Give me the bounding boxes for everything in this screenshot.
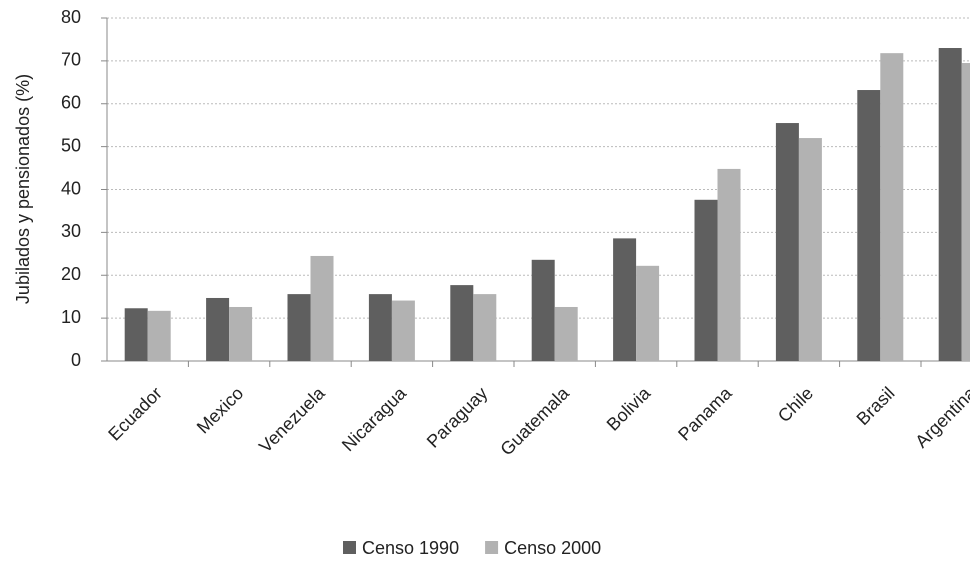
y-tick-label: 30: [61, 221, 81, 241]
bar: [531, 259, 555, 361]
legend-label: Censo 2000: [504, 538, 601, 558]
legend-swatch: [343, 541, 356, 554]
legend-swatch: [485, 541, 499, 554]
bar: [554, 306, 578, 361]
bar: [206, 297, 230, 361]
y-tick-label: 80: [61, 7, 81, 27]
x-tick-label: Venezuela: [255, 382, 329, 456]
bar: [857, 90, 881, 361]
bar: [450, 285, 474, 361]
bar: [961, 63, 970, 362]
bar: [310, 255, 334, 361]
y-tick-label: 70: [61, 50, 81, 70]
y-tick-label: 50: [61, 135, 81, 155]
bar: [473, 294, 497, 361]
legend-label: Censo 1990: [362, 538, 459, 558]
y-tick-label: 40: [61, 178, 81, 198]
bar: [613, 238, 637, 361]
y-axis-label: Jubilados y pensionados (%): [13, 74, 33, 304]
x-tick-label: Bolivia: [603, 382, 655, 434]
bar: [636, 265, 660, 361]
y-tick-label: 20: [61, 264, 81, 284]
x-tick-label: Mexico: [193, 383, 247, 437]
bar: [694, 199, 718, 361]
bar: [147, 310, 171, 361]
x-tick-label: Brasil: [853, 383, 899, 429]
y-tick-label: 0: [71, 350, 81, 370]
bar: [717, 168, 741, 361]
x-tick-label: Paraguay: [423, 383, 492, 452]
x-tick-label: Argentina: [911, 382, 970, 451]
y-tick-label: 10: [61, 307, 81, 327]
bar: [124, 308, 148, 361]
bar: [229, 306, 253, 361]
bar: [938, 48, 962, 361]
bar: [368, 294, 392, 361]
bar: [287, 294, 311, 361]
bar: [798, 138, 822, 361]
x-tick-label: Chile: [774, 383, 817, 426]
x-tick-label: Nicaragua: [338, 382, 411, 455]
y-tick-label: 60: [61, 93, 81, 113]
x-tick-label: Panama: [674, 382, 736, 444]
x-tick-label: Guatemala: [496, 382, 573, 459]
bar: [775, 123, 799, 361]
x-tick-label: Ecuador: [104, 383, 166, 445]
bar: [880, 53, 904, 361]
bar: [391, 300, 415, 361]
